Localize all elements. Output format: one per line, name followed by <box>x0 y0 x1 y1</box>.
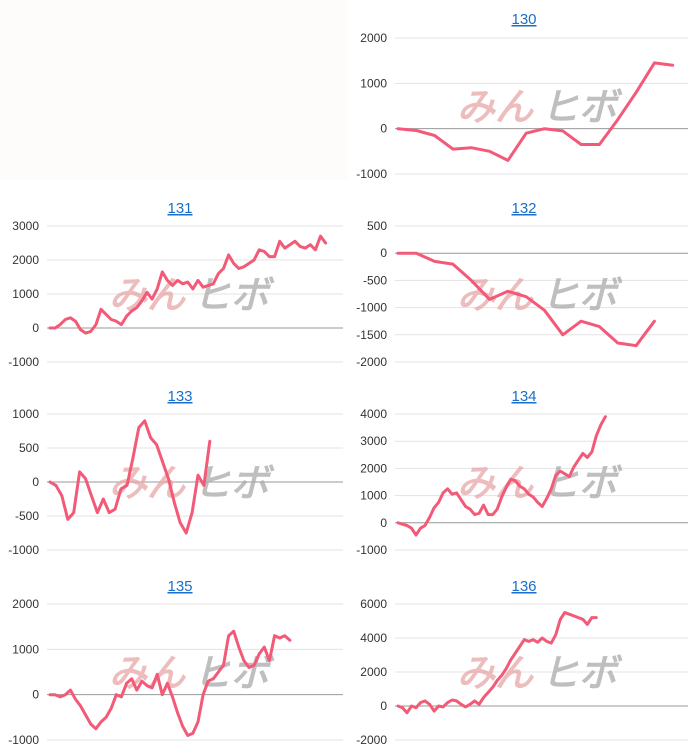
chart-131-y-tick-label: 3000 <box>12 219 39 233</box>
chart-131-y-tick-label: 2000 <box>12 253 39 267</box>
chart-133-y-tick-label: -500 <box>15 509 39 523</box>
chart-132-y-tick-label: -1500 <box>356 328 387 342</box>
chart-133-y-tick-label: 0 <box>32 475 39 489</box>
chart-132-y-tick-label: 0 <box>380 246 387 260</box>
chart-131-y-tick-label: -1000 <box>8 355 39 369</box>
watermark-right: ヒボ <box>541 275 623 317</box>
chart-134-y-tick-label: 2000 <box>360 461 387 475</box>
chart-134-y-tick-label: 3000 <box>360 434 387 448</box>
chart-135-title-link[interactable]: 135 <box>167 578 192 595</box>
chart-130-y-tick-label: 0 <box>380 122 387 136</box>
chart-134-y-tick-label: 0 <box>380 516 387 530</box>
chart-136-title-link[interactable]: 136 <box>511 578 536 595</box>
chart-136-y-tick-label: -2000 <box>356 733 387 747</box>
chart-132-y-tick-label: -500 <box>363 273 387 287</box>
chart-135-y-tick-label: 1000 <box>12 642 39 656</box>
chart-132-y-tick-label: -2000 <box>356 355 387 369</box>
watermark-left: みん <box>109 275 186 317</box>
chart-135-y-tick-label: -1000 <box>8 733 39 747</box>
watermark-right: ヒボ <box>193 275 275 317</box>
watermark-left: みん <box>457 87 534 129</box>
chart-130-series-line <box>396 61 675 162</box>
chart-132-y-tick-label: 500 <box>367 219 387 233</box>
chart-134-y-tick-label: 1000 <box>360 489 387 503</box>
chart-133-series-line <box>48 419 212 535</box>
chart-133-y-tick-label: -1000 <box>8 543 39 557</box>
chart-131-series-line <box>48 234 328 335</box>
chart-133-y-tick-label: 500 <box>19 441 39 455</box>
watermark-left: みん <box>457 653 534 695</box>
chart-130-y-tick-label: 2000 <box>360 31 387 45</box>
blank-panel <box>0 0 348 180</box>
chart-135-y-tick-label: 2000 <box>12 597 39 611</box>
chart-131-y-tick-label: 1000 <box>12 287 39 301</box>
chart-131-title-link[interactable]: 131 <box>167 200 192 217</box>
watermark-left: みん <box>457 463 534 505</box>
chart-130-title-link[interactable]: 130 <box>511 11 536 28</box>
chart-136-series-line <box>396 611 598 715</box>
chart-130-y-tick-label: 1000 <box>360 76 387 90</box>
watermark-right: ヒボ <box>541 87 623 129</box>
chart-134-y-tick-label: -1000 <box>356 543 387 557</box>
chart-136-y-tick-label: 0 <box>380 699 387 713</box>
watermark-right: ヒボ <box>541 653 623 695</box>
chart-135-series-line <box>48 629 292 737</box>
chart-131-y-tick-label: 0 <box>32 321 39 335</box>
chart-134-title-link[interactable]: 134 <box>511 388 536 405</box>
chart-132-series-line <box>396 251 656 348</box>
chart-132-y-tick-label: -1000 <box>356 301 387 315</box>
chart-133-title-link[interactable]: 133 <box>167 388 192 405</box>
chart-134-y-tick-label: 4000 <box>360 407 387 421</box>
chart-136-y-tick-label: 4000 <box>360 631 387 645</box>
chart-135-y-tick-label: 0 <box>32 688 39 702</box>
chart-136-y-tick-label: 6000 <box>360 597 387 611</box>
watermark-left: みん <box>109 653 186 695</box>
chart-132-title-link[interactable]: 132 <box>511 200 536 217</box>
chart-133-y-tick-label: 1000 <box>12 407 39 421</box>
chart-136-y-tick-label: 2000 <box>360 665 387 679</box>
chart-130-y-tick-label: -1000 <box>356 167 387 181</box>
watermark-right: ヒボ <box>541 463 623 505</box>
chart-134-series-line <box>396 415 607 537</box>
